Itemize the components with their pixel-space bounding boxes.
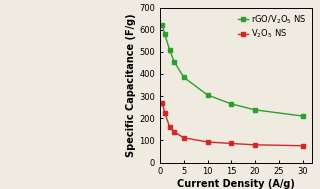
V$_2$O$_5$ NS (300, 145, 304, 147)
V$_2$O$_5$ NS (168, 125, 172, 128)
V$_2$O$_5$ NS (163, 112, 167, 114)
rGO/V$_2$O$_5$ NS (163, 33, 167, 35)
rGO/V$_2$O$_5$ NS (300, 115, 304, 117)
rGO/V$_2$O$_5$ NS (160, 24, 164, 26)
V$_2$O$_5$ NS (205, 141, 209, 143)
Line: V$_2$O$_5$ NS: V$_2$O$_5$ NS (161, 101, 304, 147)
V$_2$O$_5$ NS (253, 144, 257, 146)
rGO/V$_2$O$_5$ NS (229, 103, 233, 105)
rGO/V$_2$O$_5$ NS (168, 49, 172, 51)
V$_2$O$_5$ NS (160, 102, 164, 104)
rGO/V$_2$O$_5$ NS (172, 61, 176, 63)
rGO/V$_2$O$_5$ NS (253, 109, 257, 111)
rGO/V$_2$O$_5$ NS (205, 94, 209, 96)
V$_2$O$_5$ NS (182, 137, 186, 139)
V$_2$O$_5$ NS (229, 142, 233, 145)
V$_2$O$_5$ NS (172, 131, 176, 133)
Y-axis label: Specific Capacitance (F/g): Specific Capacitance (F/g) (126, 13, 137, 157)
X-axis label: Current Density (A/g): Current Density (A/g) (177, 179, 295, 189)
Legend: rGO/V$_2$O$_5$ NS, V$_2$O$_5$ NS: rGO/V$_2$O$_5$ NS, V$_2$O$_5$ NS (236, 12, 308, 42)
rGO/V$_2$O$_5$ NS (182, 76, 186, 78)
Line: rGO/V$_2$O$_5$ NS: rGO/V$_2$O$_5$ NS (161, 24, 304, 118)
